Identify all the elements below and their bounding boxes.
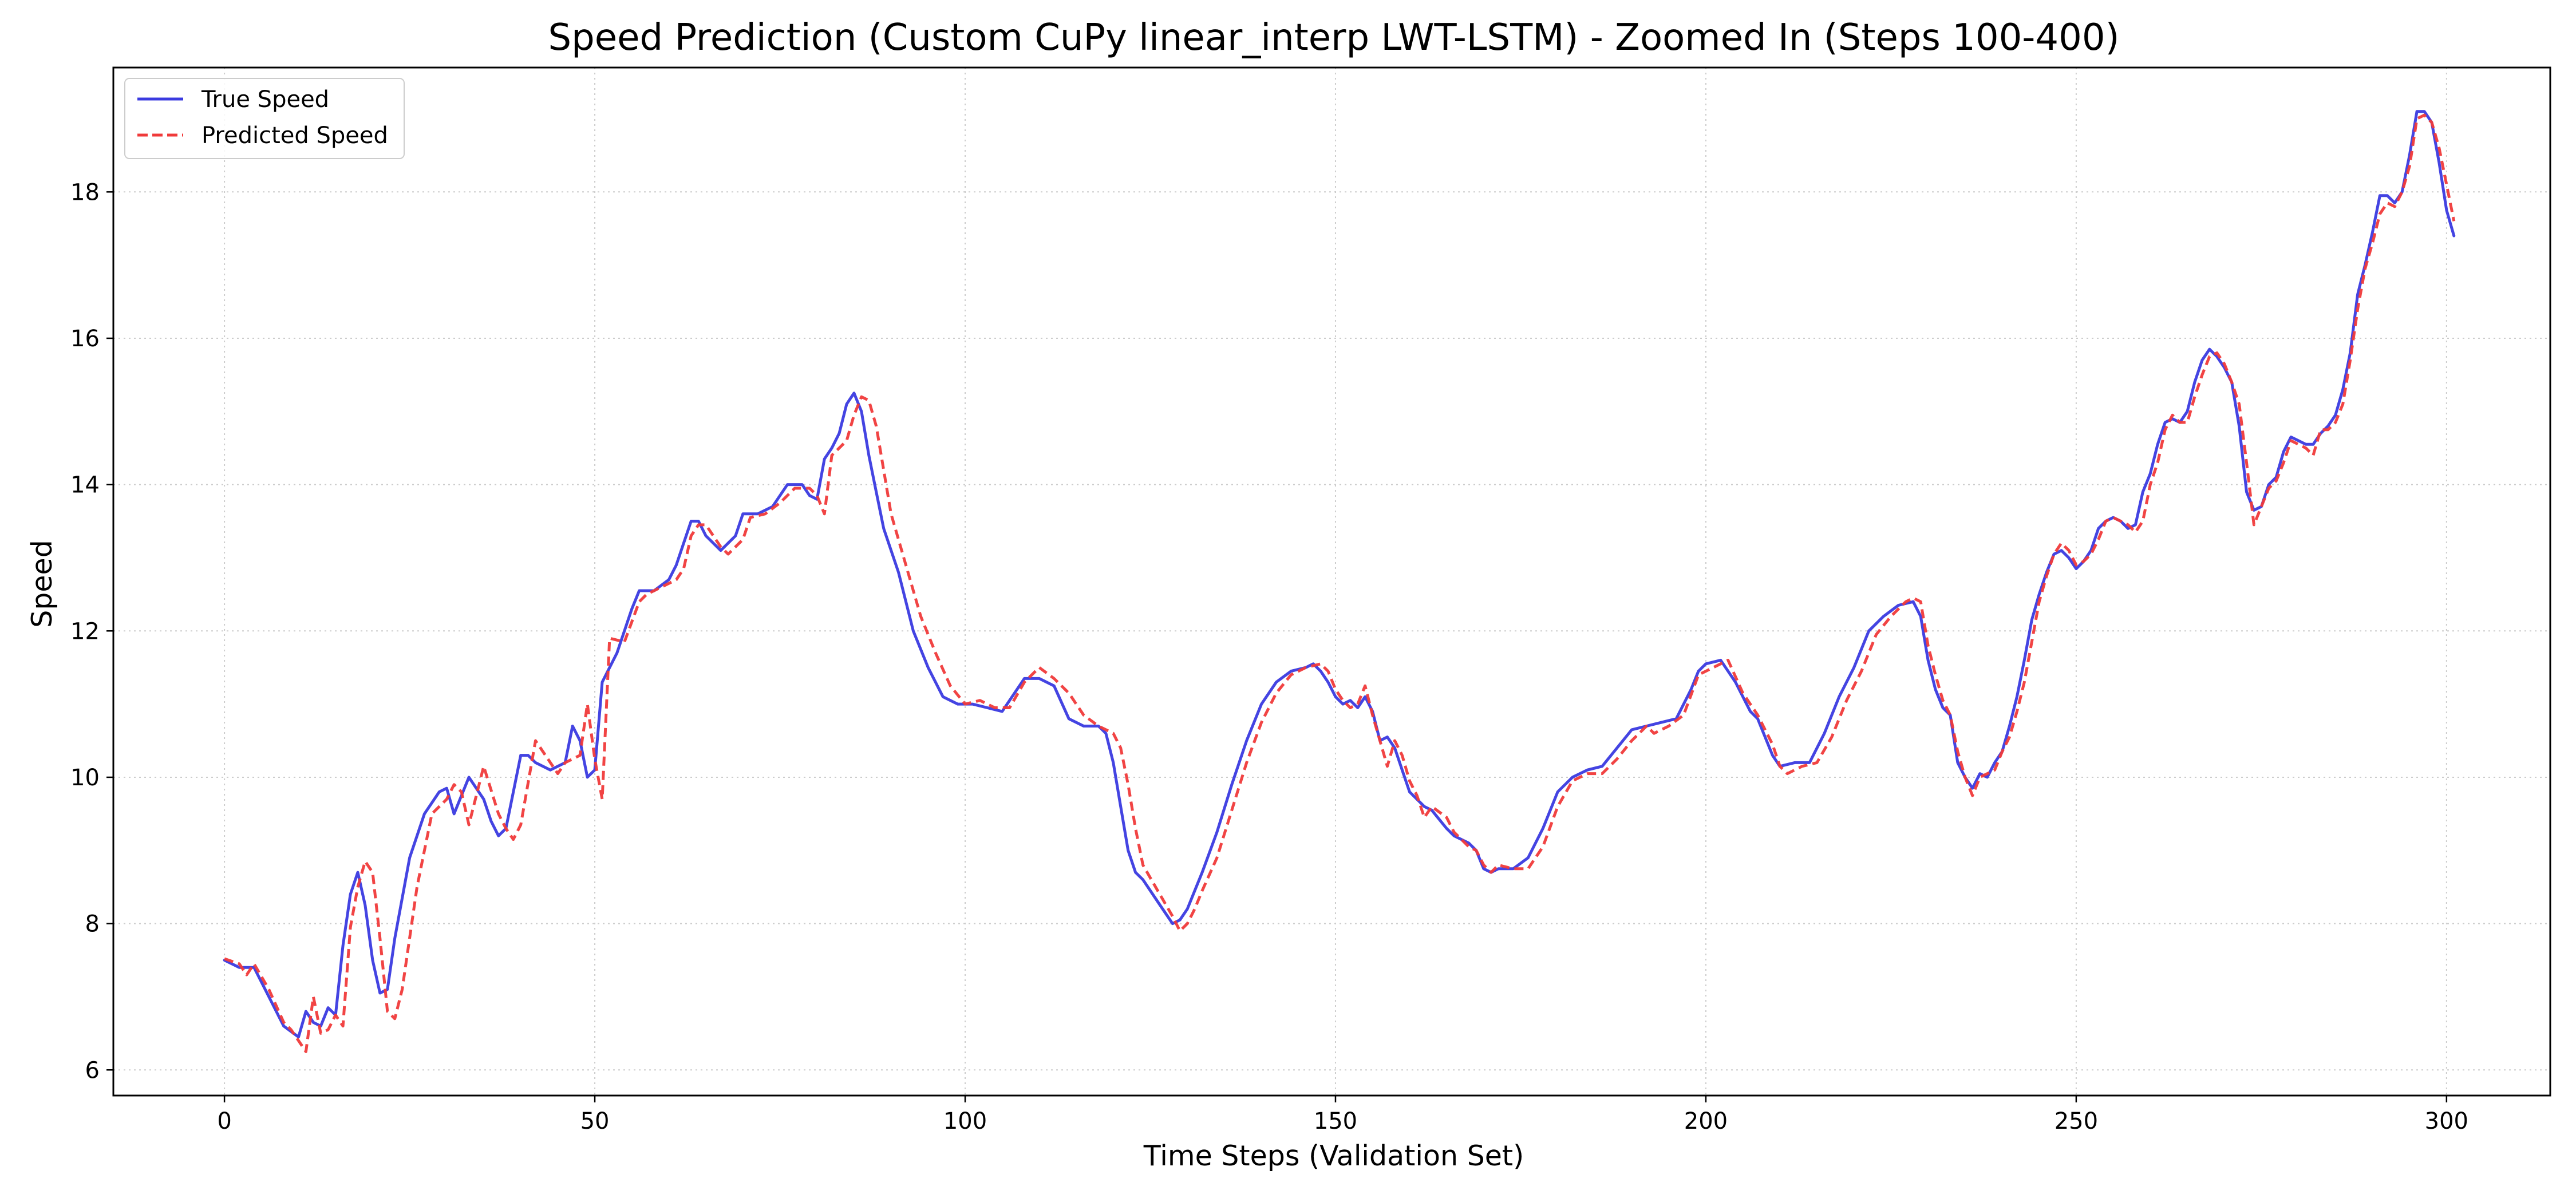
plot-area-frame <box>112 66 2551 1097</box>
x-axis-label: Time Steps (Validation Set) <box>1143 1140 1524 1172</box>
legend-label-predicted-speed: Predicted Speed <box>202 122 388 149</box>
plot-lines <box>223 110 2456 1053</box>
x-tick-label: 100 <box>943 1108 987 1134</box>
chart-title: Speed Prediction (Custom CuPy linear_int… <box>548 17 2119 59</box>
y-tick-label: 12 <box>70 618 100 645</box>
x-tick-label: 250 <box>2055 1108 2098 1134</box>
x-tick-label: 300 <box>2425 1108 2468 1134</box>
grid <box>113 68 2550 1096</box>
y-tick-label: 6 <box>85 1057 100 1084</box>
x-tick-label: 150 <box>1314 1108 1357 1134</box>
y-tick-label: 8 <box>85 911 100 938</box>
x-tick-label: 50 <box>580 1108 610 1134</box>
series-line-predicted-speed <box>224 113 2456 1053</box>
y-axis-label: Speed <box>26 540 58 628</box>
series-line-true-speed <box>223 110 2456 1039</box>
y-tick-label: 16 <box>70 326 100 352</box>
x-tick-label: 0 <box>217 1108 231 1134</box>
y-axis-ticks: 6 8 10 12 14 16 18 <box>70 179 113 1084</box>
y-tick-label: 18 <box>70 179 100 205</box>
legend-box <box>124 78 405 159</box>
x-tick-label: 200 <box>1684 1108 1728 1134</box>
legend-label-true-speed: True Speed <box>201 86 329 113</box>
y-tick-label: 14 <box>70 472 100 499</box>
y-tick-label: 10 <box>70 765 100 791</box>
x-axis-ticks: 0 50 100 150 200 250 300 <box>217 1096 2468 1134</box>
legend: True Speed Predicted Speed <box>124 78 405 159</box>
